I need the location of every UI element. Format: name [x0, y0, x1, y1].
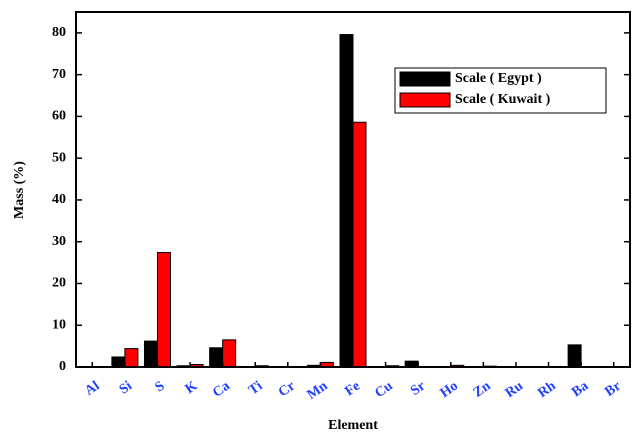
- x-tick-label: Ho: [438, 379, 461, 402]
- bar: [339, 34, 354, 368]
- y-tick-label: 10: [52, 317, 66, 332]
- bar: [111, 356, 126, 368]
- y-tick-label: 0: [59, 359, 66, 374]
- x-tick-label: Cu: [372, 379, 395, 402]
- x-tick-label: Ru: [503, 379, 526, 402]
- legend-label: Scale ( Egypt ): [455, 71, 542, 86]
- y-tick-label: 20: [52, 276, 66, 291]
- bar: [156, 252, 171, 368]
- bar: [124, 348, 139, 368]
- x-tick-label: Rh: [535, 379, 558, 402]
- x-tick-label: Br: [602, 379, 623, 400]
- bar: [222, 339, 237, 368]
- x-tick-label: K: [183, 379, 201, 398]
- bar: [143, 340, 158, 368]
- x-tick-label: Cr: [276, 379, 298, 401]
- legend-swatch: [399, 71, 451, 87]
- y-tick-label: 60: [52, 109, 66, 124]
- bar: [567, 344, 582, 368]
- x-tick-label: Ti: [246, 379, 265, 399]
- legend-swatch: [399, 92, 451, 108]
- x-tick-label: Al: [82, 379, 102, 399]
- bar: [209, 347, 224, 368]
- x-axis-label: Element: [328, 418, 378, 433]
- y-tick-label: 30: [52, 234, 66, 249]
- y-axis-label: Mass (%): [12, 161, 27, 219]
- plot-frame: [75, 11, 631, 368]
- x-tick-label: Ca: [210, 379, 233, 401]
- y-tick-label: 50: [52, 150, 66, 165]
- bar: [352, 121, 367, 368]
- x-tick-label: Zn: [471, 379, 494, 401]
- x-tick-label: Sr: [408, 379, 428, 399]
- x-tick-label: S: [153, 379, 168, 396]
- y-tick-label: 40: [52, 192, 66, 207]
- y-tick-label: 80: [52, 25, 66, 40]
- y-tick-label: 70: [52, 67, 66, 82]
- x-tick-label: Ba: [569, 379, 591, 401]
- x-tick-label: Fe: [342, 379, 363, 400]
- legend-label: Scale ( Kuwait ): [455, 92, 551, 107]
- x-tick-label: Si: [117, 379, 135, 398]
- x-tick-label: Mn: [305, 379, 331, 403]
